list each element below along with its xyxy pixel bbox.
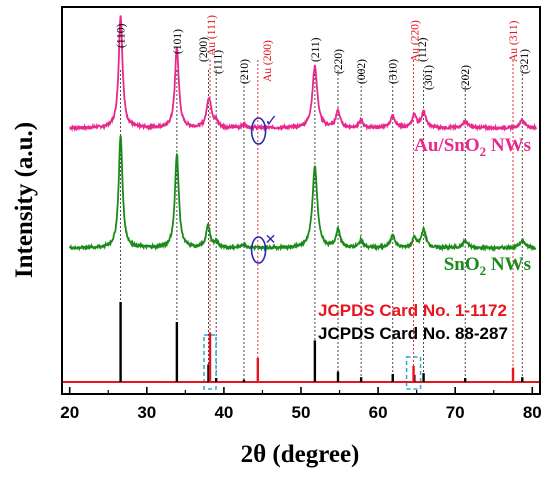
peak-labels-layer: (110) (101) (200)Au (111)(111) (210) Au (200…	[116, 15, 531, 90]
peak-label: (301)	[423, 65, 435, 90]
peak-label: (110)	[116, 23, 128, 48]
peak-label: (111)	[213, 50, 225, 74]
x-tick-label: 80	[523, 403, 542, 422]
peak-label: (101)	[172, 29, 184, 54]
card-label-au: JCPDS Card No. 1-1172	[318, 301, 507, 320]
peak-label: Au (200)	[262, 40, 274, 82]
curves-layer	[68, 15, 537, 253]
x-tick-label: 20	[60, 403, 79, 422]
x-tick-label: 40	[214, 403, 233, 422]
series-line-sno2	[68, 135, 537, 253]
peak-label: Au (311)	[508, 20, 520, 62]
peak-label: Au (111)	[206, 15, 218, 56]
x-tick-label: 70	[446, 403, 465, 422]
peak-label: (210)	[239, 59, 251, 84]
peak-label: Au (220)	[409, 20, 421, 62]
peak-label: (220)	[333, 49, 345, 74]
highlight-box-au220	[405, 356, 422, 390]
series-label-sno2: SnO2 NWs	[444, 254, 531, 278]
peak-label: (310)	[388, 59, 400, 84]
peak-label: (112)	[417, 37, 429, 62]
highlight-box-au111	[203, 334, 217, 390]
cross-icon: ✕	[265, 232, 277, 248]
x-axis-ticks: 20 30 40 50 60 70 80	[60, 387, 542, 422]
card-label-sno2: JCPDS Card No. 88-287	[318, 324, 508, 343]
peak-label: (200)	[198, 37, 210, 62]
peak-label: (321)	[519, 49, 531, 74]
peak-label: (002)	[356, 59, 368, 84]
x-tick-label: 60	[369, 403, 388, 422]
x-tick-label: 50	[292, 403, 311, 422]
ellipse-au200-sno2	[250, 236, 267, 264]
ellipse-au200-au-sno2	[250, 117, 267, 145]
peak-label: (211)	[310, 37, 322, 62]
x-tick-label: 30	[137, 403, 156, 422]
series-line-au-sno2	[69, 15, 537, 133]
annotations-layer: ✓✕	[250, 111, 278, 264]
peak-label: (202)	[460, 65, 472, 90]
reference-sticks-layer	[62, 302, 540, 383]
y-axis-label: Intensity (a.u.)	[11, 122, 38, 278]
check-icon: ✓	[265, 111, 278, 130]
x-axis-label: 2θ (degree)	[241, 441, 360, 468]
series-label-au-sno2: Au/SnO2 NWs	[414, 135, 531, 159]
